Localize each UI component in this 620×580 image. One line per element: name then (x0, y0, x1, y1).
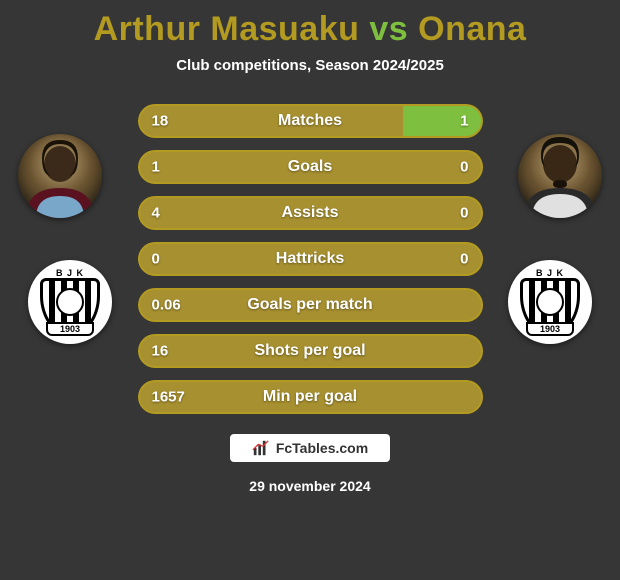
footer-date: 29 november 2024 (0, 478, 620, 494)
stat-value-left: 0.06 (152, 297, 181, 314)
vs-text: vs (369, 10, 408, 48)
player1-avatar (18, 134, 102, 218)
player1-name: Arthur Masuaku (94, 10, 360, 48)
crest-ball-icon (536, 288, 564, 316)
player1-club-crest: B J K 1903 (28, 260, 112, 344)
stat-value-left: 16 (152, 343, 169, 360)
stat-value-right: 1 (460, 113, 468, 130)
player1-silhouette-icon (18, 134, 102, 218)
player2-avatar (518, 134, 602, 218)
stat-label: Min per goal (263, 388, 357, 406)
player2-silhouette-icon (518, 134, 602, 218)
stat-label: Matches (278, 112, 342, 130)
stat-value-left: 18 (152, 113, 169, 130)
stat-label: Hattricks (276, 250, 344, 268)
stats-container: 18 Matches 1 1 Goals 0 4 Assists 0 0 Hattricks 0 0.0… (138, 104, 483, 414)
stat-row: 4 Assists 0 (138, 196, 483, 230)
stat-value-left: 0 (152, 251, 160, 268)
stat-row: 16 Shots per goal (138, 334, 483, 368)
crest-ball-icon (56, 288, 84, 316)
brand-text: FcTables.com (276, 440, 368, 456)
crest-year: 1903 (46, 322, 94, 336)
club-crest-icon: B J K 1903 (40, 268, 100, 336)
stat-value-left: 1 (152, 159, 160, 176)
stat-value-right: 0 (460, 205, 468, 222)
player2-club-crest: B J K 1903 (508, 260, 592, 344)
crest-year: 1903 (526, 322, 574, 336)
club-crest-icon: B J K 1903 (520, 268, 580, 336)
bar-chart-icon (252, 439, 270, 457)
brand-badge: FcTables.com (230, 434, 390, 462)
comparison-title: Arthur Masuaku vs Onana (0, 0, 620, 49)
stat-value-right: 0 (460, 251, 468, 268)
subtitle: Club competitions, Season 2024/2025 (0, 57, 620, 74)
stat-row: 0 Hattricks 0 (138, 242, 483, 276)
stat-label: Goals (288, 158, 332, 176)
stat-row: 18 Matches 1 (138, 104, 483, 138)
stat-label: Assists (282, 204, 339, 222)
stat-row: 1 Goals 0 (138, 150, 483, 184)
stat-row: 1657 Min per goal (138, 380, 483, 414)
stat-value-left: 4 (152, 205, 160, 222)
stat-row: 0.06 Goals per match (138, 288, 483, 322)
stat-value-right: 0 (460, 159, 468, 176)
stat-label: Shots per goal (254, 342, 365, 360)
player2-name: Onana (418, 10, 526, 48)
stat-bar-left (138, 104, 404, 138)
stat-label: Goals per match (247, 296, 372, 314)
stat-bar-right (403, 104, 482, 138)
stat-value-left: 1657 (152, 389, 185, 406)
